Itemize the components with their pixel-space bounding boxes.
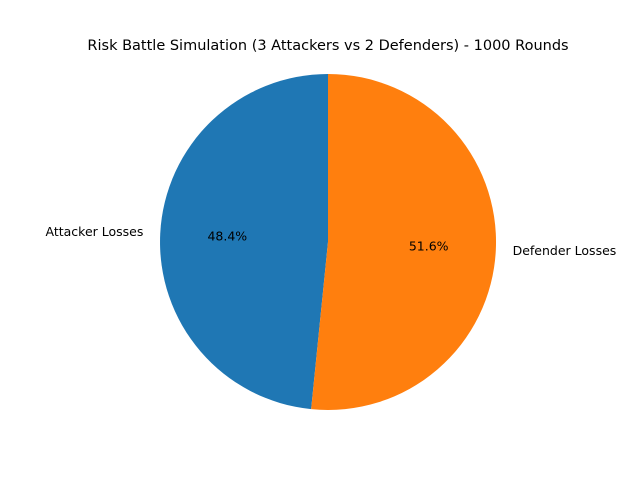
pie-slices: [160, 74, 497, 410]
chart-title: Risk Battle Simulation (3 Attackers vs 2…: [87, 38, 568, 54]
pie-slice-defender-losses: [311, 74, 497, 410]
pie-slice-attacker-losses: [160, 74, 328, 410]
slice-label: Defender Losses: [513, 243, 617, 258]
slice-percent-label: 48.4%: [207, 228, 247, 243]
slice-percent-label: 51.6%: [409, 239, 449, 254]
slice-label: Attacker Losses: [46, 224, 144, 239]
pie-labels: Attacker Losses 48.4% Defender Losses 51.6%: [46, 224, 617, 258]
